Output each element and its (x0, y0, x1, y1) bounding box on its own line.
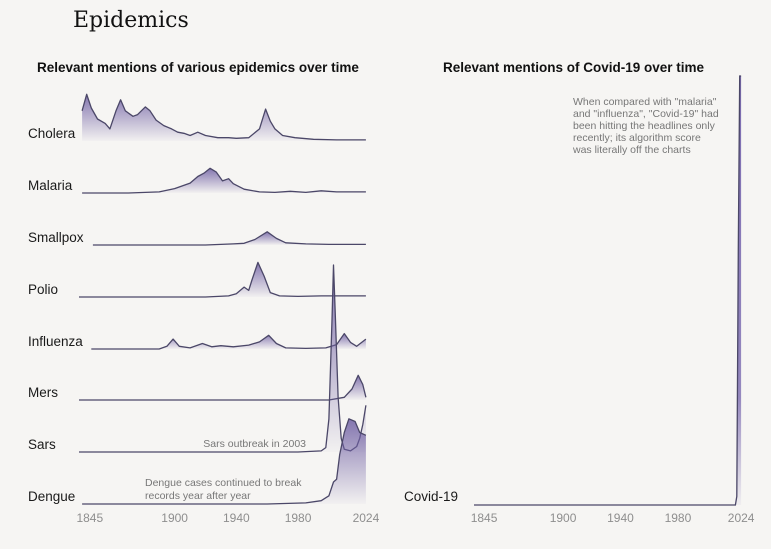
ridge-area-influenza (91, 333, 366, 349)
right-x-tick-1900: 1900 (550, 511, 577, 525)
right-chart-title: Relevant mentions of Covid-19 over time (443, 60, 705, 75)
ridge-line-mers (79, 374, 367, 401)
right-annotation-1: and "influenza", "Covid-19" had (573, 108, 719, 120)
left-ridgeline-plot: Cholera Malaria Smallpox Polio Influenza Mers… (28, 93, 380, 525)
ridge-line-cholera (81, 93, 366, 141)
right-annotation-0: When compared with "malaria" (573, 96, 717, 108)
left-annotation-0: Sars outbreak in 2003 (203, 438, 306, 450)
left-x-tick-2024: 2024 (353, 511, 380, 525)
row-label-sars: Sars (28, 437, 56, 452)
ridge-area-sars (79, 265, 366, 452)
right-x-tick-1980: 1980 (665, 511, 692, 525)
ridge-area-mers (79, 375, 366, 400)
row-label-covid-19: Covid-19 (404, 489, 458, 504)
left-x-tick-1980: 1980 (285, 511, 312, 525)
left-chart-title: Relevant mentions of various epidemics o… (37, 60, 359, 75)
right-x-tick-2024: 2024 (728, 511, 755, 525)
right-x-tick-1845: 1845 (471, 511, 498, 525)
row-label-polio: Polio (28, 282, 58, 297)
ridge-line-smallpox (92, 231, 366, 246)
row-label-influenza: Influenza (28, 334, 83, 349)
right-annotation-3: recently; its algorithm score (573, 132, 701, 144)
ridge-line-influenza (91, 332, 367, 350)
row-label-malaria: Malaria (28, 178, 73, 193)
ridge-line-sars (79, 264, 367, 453)
covid-line (474, 75, 742, 506)
left-x-tick-1900: 1900 (161, 511, 188, 525)
ridge-line-dengue (82, 418, 367, 505)
ridge-line-malaria (82, 167, 366, 194)
ridge-area-dengue (82, 418, 366, 504)
row-label-mers: Mers (28, 385, 58, 400)
right-annotation-4: was literally off the charts (572, 144, 691, 156)
ridge-area-polio (79, 262, 366, 297)
row-label-dengue: Dengue (28, 489, 75, 504)
left-annotation-1: Dengue cases continued to break (145, 477, 302, 489)
left-x-tick-1845: 1845 (76, 511, 103, 525)
row-label-cholera: Cholera (28, 126, 76, 141)
left-x-tick-1940: 1940 (223, 511, 250, 525)
right-annotation-2: been hitting the headlines only (573, 120, 716, 132)
left-annotation-2: records year after year (145, 490, 251, 502)
right-area-plot: Covid-19 1845 1900 1940 1980 2024 When compare… (404, 75, 755, 525)
ridge-area-smallpox (92, 231, 366, 245)
page-title: Epidemics (73, 8, 189, 33)
right-x-tick-1940: 1940 (607, 511, 634, 525)
ridge-area-cholera (82, 94, 366, 141)
ridge-line-polio (79, 261, 366, 298)
row-label-smallpox: Smallpox (28, 230, 84, 245)
